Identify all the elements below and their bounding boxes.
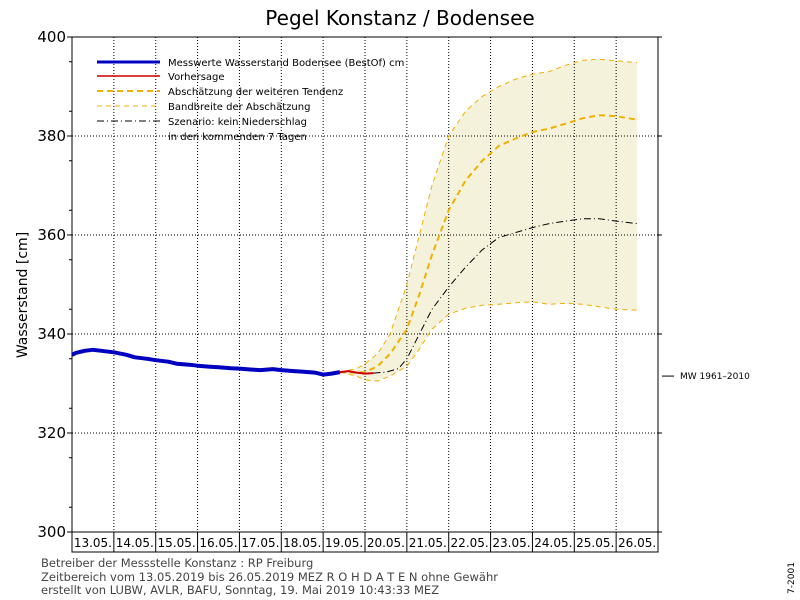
legend-entry-label: Abschätzung der weiteren Tendenz bbox=[168, 87, 343, 98]
footer-created: erstellt von LUBW, AVLR, BAFU, Sonntag, … bbox=[41, 583, 439, 597]
x-tick-label: 21.05. bbox=[409, 536, 447, 550]
estimate-band-area bbox=[339, 59, 638, 382]
y-tick-label: 340 bbox=[37, 325, 66, 343]
x-tick-label: 23.05. bbox=[492, 536, 530, 550]
mean-reference-label: MW 1961–2010 bbox=[680, 372, 750, 382]
series-band-lower-line bbox=[339, 301, 638, 382]
x-tick-label: 26.05. bbox=[618, 536, 656, 550]
side-code: 7-2001 bbox=[787, 562, 797, 594]
x-tick-label: 25.05. bbox=[576, 536, 614, 550]
series-forecast-line bbox=[339, 370, 374, 375]
series-measured-line bbox=[71, 347, 341, 377]
y-tick-label: 320 bbox=[37, 424, 66, 442]
x-tick-label: 17.05. bbox=[241, 536, 279, 550]
chart-title: Pegel Konstanz / Bodensee bbox=[265, 6, 534, 30]
y-tick-label: 300 bbox=[37, 523, 66, 541]
x-tick-label: 15.05. bbox=[158, 536, 196, 550]
series-band-upper-line bbox=[339, 58, 638, 373]
footer-operator: Betreiber der Messstelle Konstanz : RP F… bbox=[41, 556, 313, 570]
x-tick-label: 20.05. bbox=[367, 536, 405, 550]
y-tick-label: 360 bbox=[37, 226, 66, 244]
series-no-precip-line bbox=[373, 218, 638, 374]
footer-time-range: Zeitbereich vom 13.05.2019 bis 26.05.201… bbox=[41, 570, 498, 584]
legend-entry-label: Szenario: kein Niederschlag bbox=[168, 117, 307, 128]
y-tick-label: 380 bbox=[37, 127, 66, 145]
y-axis-label: Wasserstand [cm] bbox=[15, 232, 31, 358]
series-tendency-line bbox=[339, 114, 638, 374]
legend-entry-label: Bandbreite der Abschätzung bbox=[168, 102, 310, 113]
x-tick-label: 24.05. bbox=[534, 536, 572, 550]
legend-entry-label: Messwerte Wasserstand Bodensee (BestOf) … bbox=[168, 58, 404, 69]
x-tick-label: 22.05. bbox=[451, 536, 489, 550]
y-tick-label: 400 bbox=[37, 28, 66, 46]
x-tick-label: 16.05. bbox=[199, 536, 237, 550]
x-tick-label: 14.05. bbox=[116, 536, 154, 550]
legend: Messwerte Wasserstand Bodensee (BestOf) … bbox=[97, 58, 404, 143]
x-tick-label: 13.05. bbox=[74, 536, 112, 550]
x-tick-label: 18.05. bbox=[283, 536, 321, 550]
legend-entry-label: Vorhersage bbox=[168, 72, 225, 83]
x-tick-label: 19.05. bbox=[325, 536, 363, 550]
legend-entry-label: in den kommenden 7 Tagen bbox=[168, 132, 307, 143]
